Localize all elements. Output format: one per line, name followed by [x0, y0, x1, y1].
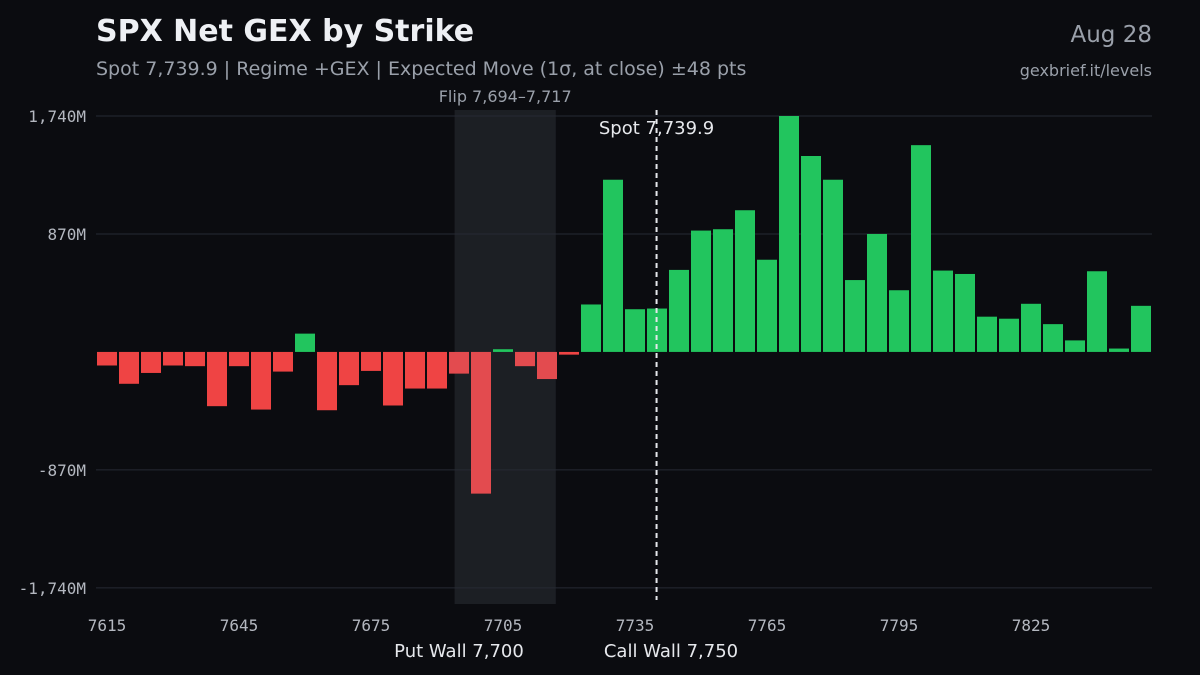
spot-label: Spot 7,739.9: [599, 118, 714, 139]
bar-strike-7730: [603, 179, 623, 352]
bar-strike-7710: [515, 351, 535, 367]
bar-strike-7815: [977, 316, 997, 352]
x-tick-label: 7825: [1012, 616, 1051, 635]
bar-strike-7800: [911, 145, 931, 352]
bar-strike-7725: [581, 304, 601, 352]
bar-strike-7655: [273, 351, 293, 372]
date-label: Aug 28: [1070, 22, 1153, 48]
bar-strike-7770: [779, 116, 799, 352]
bar-strike-7695: [449, 351, 469, 374]
flip-zone-label: Flip 7,694–7,717: [439, 87, 572, 106]
source-link[interactable]: gexbrief.it/levels: [1019, 61, 1152, 80]
bar-strike-7680: [383, 351, 403, 406]
bar-strike-7650: [251, 351, 271, 410]
x-tick-label: 7675: [352, 616, 391, 635]
bar-strike-7825: [1021, 303, 1041, 352]
bar-strike-7630: [163, 351, 183, 366]
bar-strike-7635: [185, 351, 205, 367]
bar-strike-7850: [1131, 305, 1151, 352]
bar-strike-7835: [1065, 340, 1085, 352]
bar-strike-7665: [317, 351, 337, 411]
bar-strike-7840: [1087, 271, 1107, 352]
bar-strike-7735: [625, 309, 645, 352]
bar-strike-7805: [933, 270, 953, 352]
bar-strike-7780: [823, 179, 843, 352]
bar-strike-7615: [97, 351, 117, 366]
x-tick-label: 7765: [748, 616, 787, 635]
bar-strike-7690: [427, 351, 447, 389]
bar-strike-7760: [735, 210, 755, 352]
bar-strike-7715: [537, 351, 557, 380]
bar-strike-7660: [295, 333, 315, 352]
bar-strike-7745: [669, 269, 689, 352]
x-tick-label: 7735: [616, 616, 655, 635]
bar-strike-7810: [955, 273, 975, 352]
bar-strike-7645: [229, 351, 249, 367]
bar-strike-7750: [691, 230, 711, 352]
bar-strike-7640: [207, 351, 227, 407]
x-tick-label: 7795: [880, 616, 919, 635]
chart-title: SPX Net GEX by Strike: [96, 14, 475, 49]
bar-strike-7620: [119, 351, 139, 384]
bar-strike-7705: [493, 349, 513, 352]
y-tick-label: 1,740M: [28, 107, 86, 126]
y-tick-label: -870M: [38, 461, 86, 480]
bar-strike-7685: [405, 351, 425, 389]
bar-strike-7830: [1043, 324, 1063, 352]
bar-strike-7675: [361, 351, 381, 371]
bar-strike-7790: [867, 233, 887, 352]
bar-strike-7765: [757, 259, 777, 352]
bar-strike-7720: [559, 351, 579, 355]
bar-strike-7700: [471, 351, 491, 494]
chart-subtitle: Spot 7,739.9 | Regime +GEX | Expected Mo…: [96, 58, 747, 80]
call-wall-label: Call Wall 7,750: [604, 641, 738, 662]
x-tick-label: 7615: [88, 616, 127, 635]
bar-strike-7625: [141, 351, 161, 373]
x-tick-label: 7705: [484, 616, 523, 635]
bar-strike-7775: [801, 156, 821, 352]
bar-strike-7820: [999, 318, 1019, 352]
y-tick-label: -1,740M: [19, 579, 86, 598]
y-tick-label: 870M: [47, 225, 86, 244]
bar-strike-7755: [713, 229, 733, 352]
bar-strike-7670: [339, 351, 359, 386]
bar-strike-7845: [1109, 348, 1129, 352]
bar-strike-7795: [889, 290, 909, 352]
x-tick-label: 7645: [220, 616, 259, 635]
put-wall-label: Put Wall 7,700: [394, 641, 524, 662]
bar-strike-7785: [845, 280, 865, 352]
